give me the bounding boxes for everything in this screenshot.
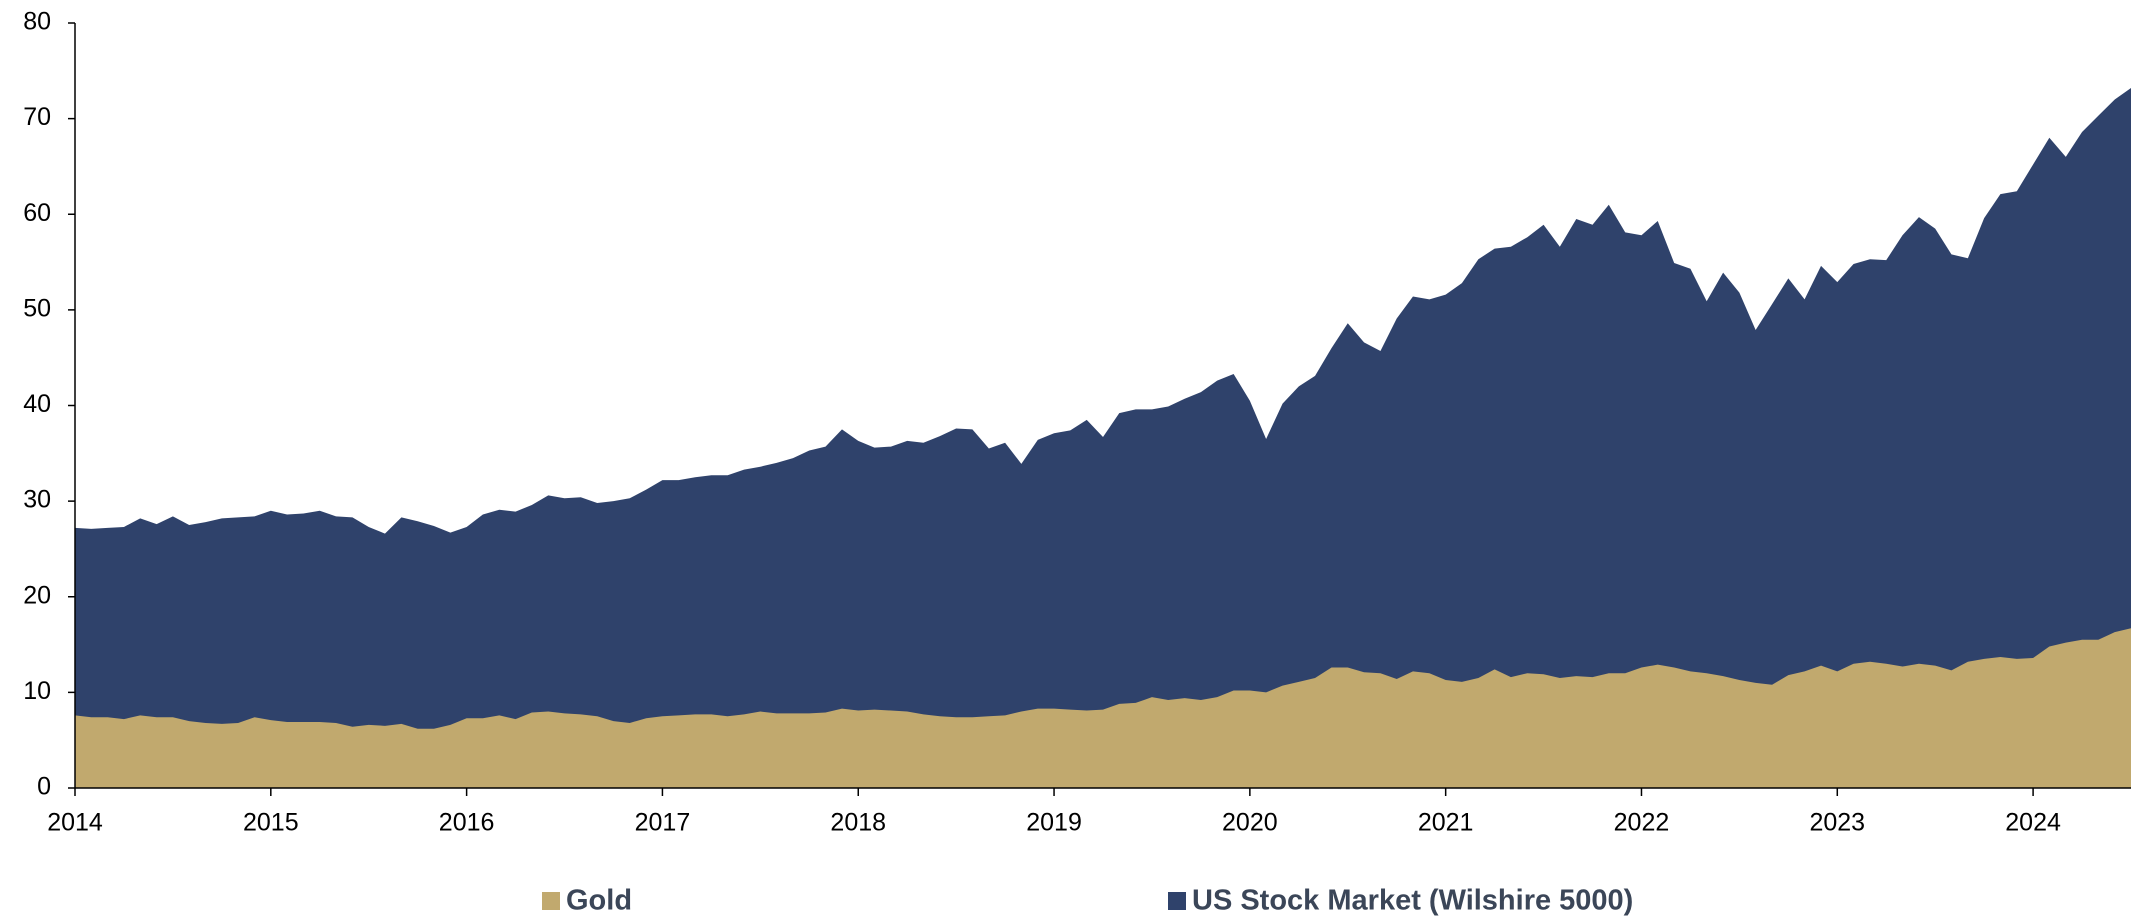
legend-swatch	[542, 892, 560, 910]
y-tick-label: 30	[23, 486, 51, 514]
x-tick-label: 2014	[47, 809, 103, 837]
x-tick-label: 2021	[1418, 809, 1474, 837]
legend-label: Gold	[566, 885, 632, 917]
x-tick-label: 2015	[243, 809, 299, 837]
legend-label: US Stock Market (Wilshire 5000)	[1192, 885, 1633, 917]
y-tick-label: 70	[23, 103, 51, 131]
y-tick-label: 50	[23, 294, 51, 322]
legend-swatch	[1168, 892, 1186, 910]
x-tick-label: 2017	[635, 809, 691, 837]
y-tick-label: 0	[37, 773, 51, 801]
area	[75, 88, 2131, 788]
x-tick-label: 2016	[439, 809, 495, 837]
y-tick-label: 10	[23, 677, 51, 705]
x-tick-label: 2023	[1809, 809, 1865, 837]
x-tick-label: 2018	[830, 809, 886, 837]
area	[75, 628, 2131, 788]
y-tick-label: 60	[23, 199, 51, 227]
x-tick-label: 2022	[1614, 809, 1670, 837]
y-tick-label: 20	[23, 581, 51, 609]
y-tick-label: 80	[23, 8, 51, 36]
y-tick-label: 40	[23, 390, 51, 418]
x-tick-label: 2020	[1222, 809, 1278, 837]
x-tick-label: 2019	[1026, 809, 1082, 837]
x-tick-label: 2024	[2005, 809, 2061, 837]
